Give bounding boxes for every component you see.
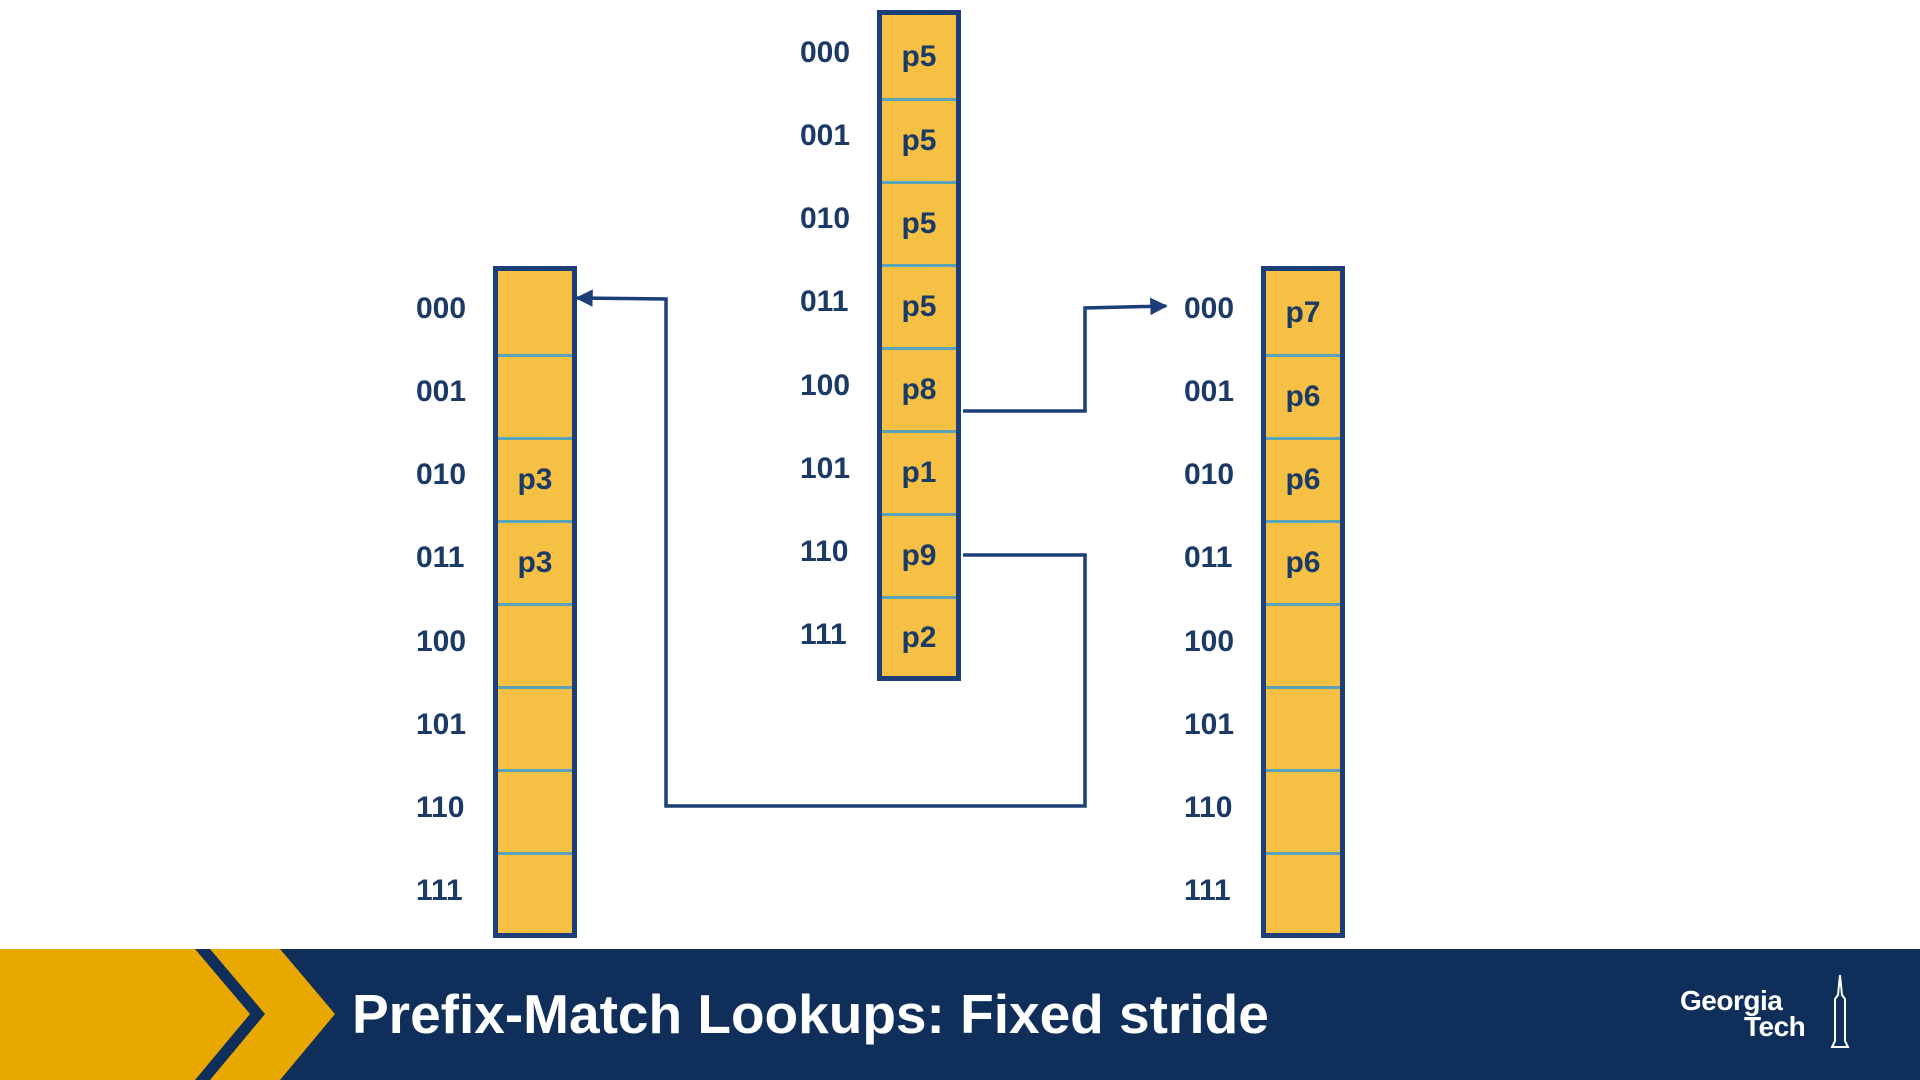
root-cell-110: p9 xyxy=(882,513,956,596)
right-label-110: 110 xyxy=(1184,791,1233,824)
root-label-100: 100 xyxy=(800,369,851,402)
logo-word-tech: Tech xyxy=(1744,1011,1806,1042)
right-cell-011: p6 xyxy=(1266,520,1340,603)
root-label-101: 101 xyxy=(800,452,851,485)
root-label-010: 010 xyxy=(800,202,851,235)
root-label-111: 111 xyxy=(800,618,847,651)
left-cell-111 xyxy=(498,852,572,933)
root-cell-001: p5 xyxy=(882,98,956,181)
root-cell-010: p5 xyxy=(882,181,956,264)
left-cell-001 xyxy=(498,354,572,437)
right-label-010: 010 xyxy=(1184,458,1235,491)
left-cell-010: p3 xyxy=(498,437,572,520)
logo-word-georgia: Georgia xyxy=(1680,985,1783,1016)
right-label-101: 101 xyxy=(1184,708,1235,741)
right-cell-101 xyxy=(1266,686,1340,769)
left-table: p3 p3 xyxy=(493,266,577,938)
root-label-110: 110 xyxy=(800,535,849,568)
root-cell-111: p2 xyxy=(882,596,956,676)
link-p8-to-right-table xyxy=(963,297,1168,413)
right-label-011: 011 xyxy=(1184,541,1233,574)
left-label-111: 111 xyxy=(416,874,463,907)
footer-banner: Prefix-Match Lookups: Fixed stride Georg… xyxy=(0,949,1920,1080)
root-cell-100: p8 xyxy=(882,347,956,430)
root-cell-011: p5 xyxy=(882,264,956,347)
right-label-111: 111 xyxy=(1184,874,1231,907)
left-cell-110 xyxy=(498,769,572,852)
root-cell-000: p5 xyxy=(901,39,937,73)
root-label-001: 001 xyxy=(800,119,851,152)
left-label-000: 000 xyxy=(416,292,467,325)
chevron-decoration xyxy=(0,949,335,1080)
right-cell-010: p6 xyxy=(1266,437,1340,520)
slide-title: Prefix-Match Lookups: Fixed stride xyxy=(352,983,1269,1045)
right-label-100: 100 xyxy=(1184,625,1235,658)
right-cell-001: p6 xyxy=(1266,354,1340,437)
left-cell-100 xyxy=(498,603,572,686)
root-table: p5 p5 p5 p5 p8 p1 p9 p2 xyxy=(877,10,961,681)
left-cell-011: p3 xyxy=(498,520,572,603)
georgia-tech-logo: Georgia Tech xyxy=(1680,975,1850,1051)
right-table: p7 p6 p6 p6 xyxy=(1261,266,1345,938)
left-cell-101 xyxy=(498,686,572,769)
right-cell-000: p7 xyxy=(1285,295,1321,329)
tower-icon xyxy=(1830,975,1850,1048)
left-label-010: 010 xyxy=(416,458,467,491)
right-cell-110 xyxy=(1266,769,1340,852)
left-label-110: 110 xyxy=(416,791,465,824)
right-cell-111 xyxy=(1266,852,1340,933)
left-label-101: 101 xyxy=(416,708,467,741)
connector-links xyxy=(575,289,1168,808)
right-cell-100 xyxy=(1266,603,1340,686)
link-p9-to-left-table xyxy=(575,289,1087,808)
root-cell-101: p1 xyxy=(882,430,956,513)
root-label-011: 011 xyxy=(800,285,849,318)
left-label-001: 001 xyxy=(416,375,467,408)
right-label-001: 001 xyxy=(1184,375,1235,408)
root-label-000: 000 xyxy=(800,36,851,69)
left-label-100: 100 xyxy=(416,625,467,658)
right-label-000: 000 xyxy=(1184,292,1235,325)
left-label-011: 011 xyxy=(416,541,465,574)
